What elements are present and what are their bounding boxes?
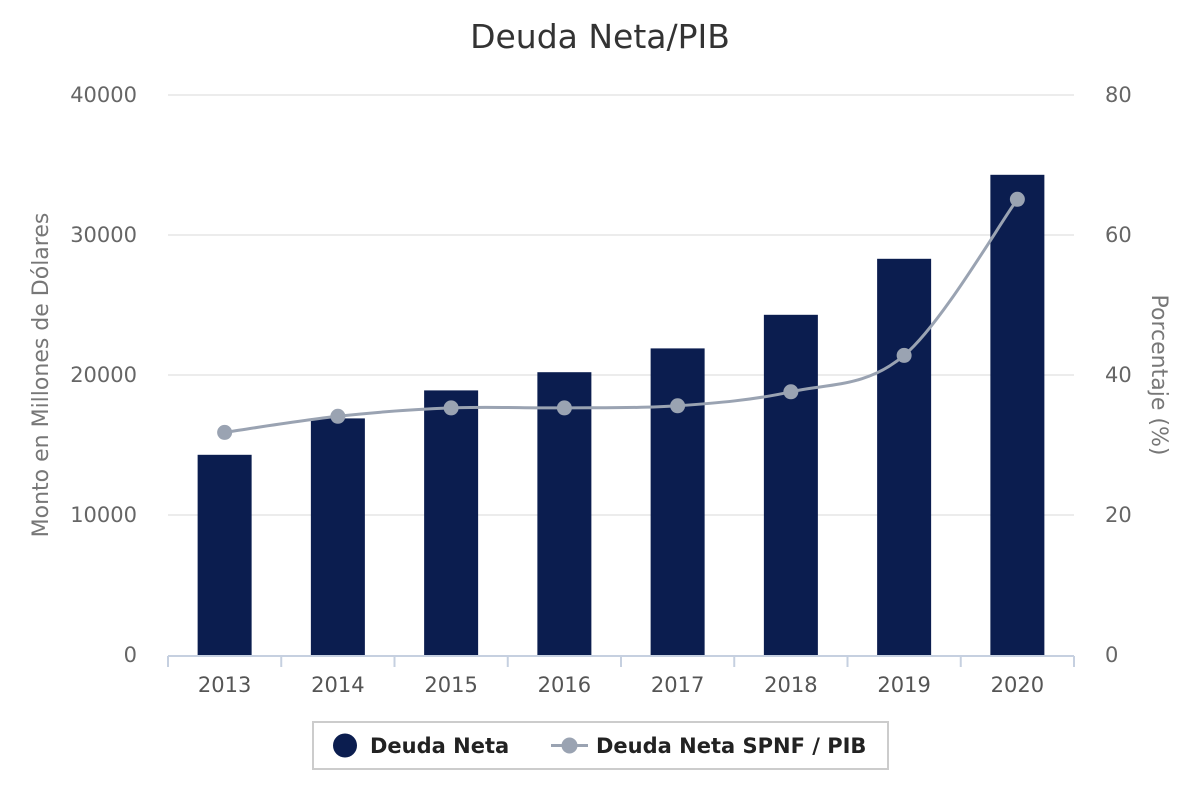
legend-marker-dot [561, 737, 578, 754]
line-point-2019[interactable] [896, 347, 912, 363]
left-tick-label: 0 [124, 643, 137, 667]
bar-2015[interactable] [424, 390, 479, 655]
line-point-2014[interactable] [330, 408, 346, 424]
bar-2020[interactable] [990, 174, 1045, 656]
line-point-2018[interactable] [783, 384, 799, 400]
line-point-2015[interactable] [443, 400, 459, 416]
x-tick-label: 2015 [424, 673, 477, 697]
bar-2016[interactable] [537, 372, 592, 655]
line-point-2020[interactable] [1009, 191, 1025, 207]
right-tick-label: 80 [1105, 83, 1132, 107]
bar-2018[interactable] [763, 314, 818, 655]
legend-box [312, 721, 889, 770]
line-series [217, 191, 1025, 440]
x-tick-label: 2018 [764, 673, 817, 697]
x-axis [167, 655, 1075, 667]
legend-marker-bar [333, 733, 357, 758]
line-point-2016[interactable] [556, 400, 572, 416]
bar-2019[interactable] [877, 258, 932, 655]
bar-2017[interactable] [650, 348, 705, 655]
right-axis-ticks: 0 20 40 60 80 [1105, 83, 1132, 667]
bar-2013[interactable] [197, 454, 252, 655]
right-tick-label: 20 [1105, 503, 1132, 527]
left-axis-title: Monto en Millones de Dólares [29, 213, 54, 538]
bar-series [197, 174, 1045, 656]
x-tick-label: 2013 [198, 673, 251, 697]
right-tick-label: 0 [1105, 643, 1118, 667]
x-tick-label: 2020 [991, 673, 1044, 697]
legend-item-deuda-neta[interactable]: Deuda Neta [333, 733, 509, 759]
left-tick-label: 30000 [70, 223, 137, 247]
left-tick-label: 40000 [70, 83, 137, 107]
x-tick-label: 2017 [651, 673, 704, 697]
x-axis-labels: 2013 2014 2015 2016 2017 2018 2019 2020 [198, 673, 1044, 697]
right-tick-label: 40 [1105, 363, 1132, 387]
legend-label-deuda-neta-spnf-pib: Deuda Neta SPNF / PIB [596, 734, 866, 758]
right-axis-title: Porcentaje (%) [1146, 295, 1171, 456]
legend-item-deuda-neta-spnf-pib[interactable]: Deuda Neta SPNF / PIB [551, 734, 866, 758]
legend-label-deuda-neta: Deuda Neta [370, 734, 509, 758]
chart-title: Deuda Neta/PIB [470, 17, 730, 56]
bar-2014[interactable] [310, 418, 365, 655]
right-tick-label: 60 [1105, 223, 1132, 247]
line-point-2017[interactable] [670, 398, 686, 414]
x-tick-label: 2016 [538, 673, 591, 697]
legend: Deuda Neta Deuda Neta SPNF / PIB [312, 721, 889, 770]
line-point-2013[interactable] [217, 424, 233, 440]
left-tick-label: 20000 [70, 363, 137, 387]
left-tick-label: 10000 [70, 503, 137, 527]
x-tick-label: 2019 [877, 673, 930, 697]
gridlines [168, 94, 1074, 516]
left-axis-ticks: 0 10000 20000 30000 40000 [70, 83, 137, 667]
x-tick-label: 2014 [311, 673, 364, 697]
